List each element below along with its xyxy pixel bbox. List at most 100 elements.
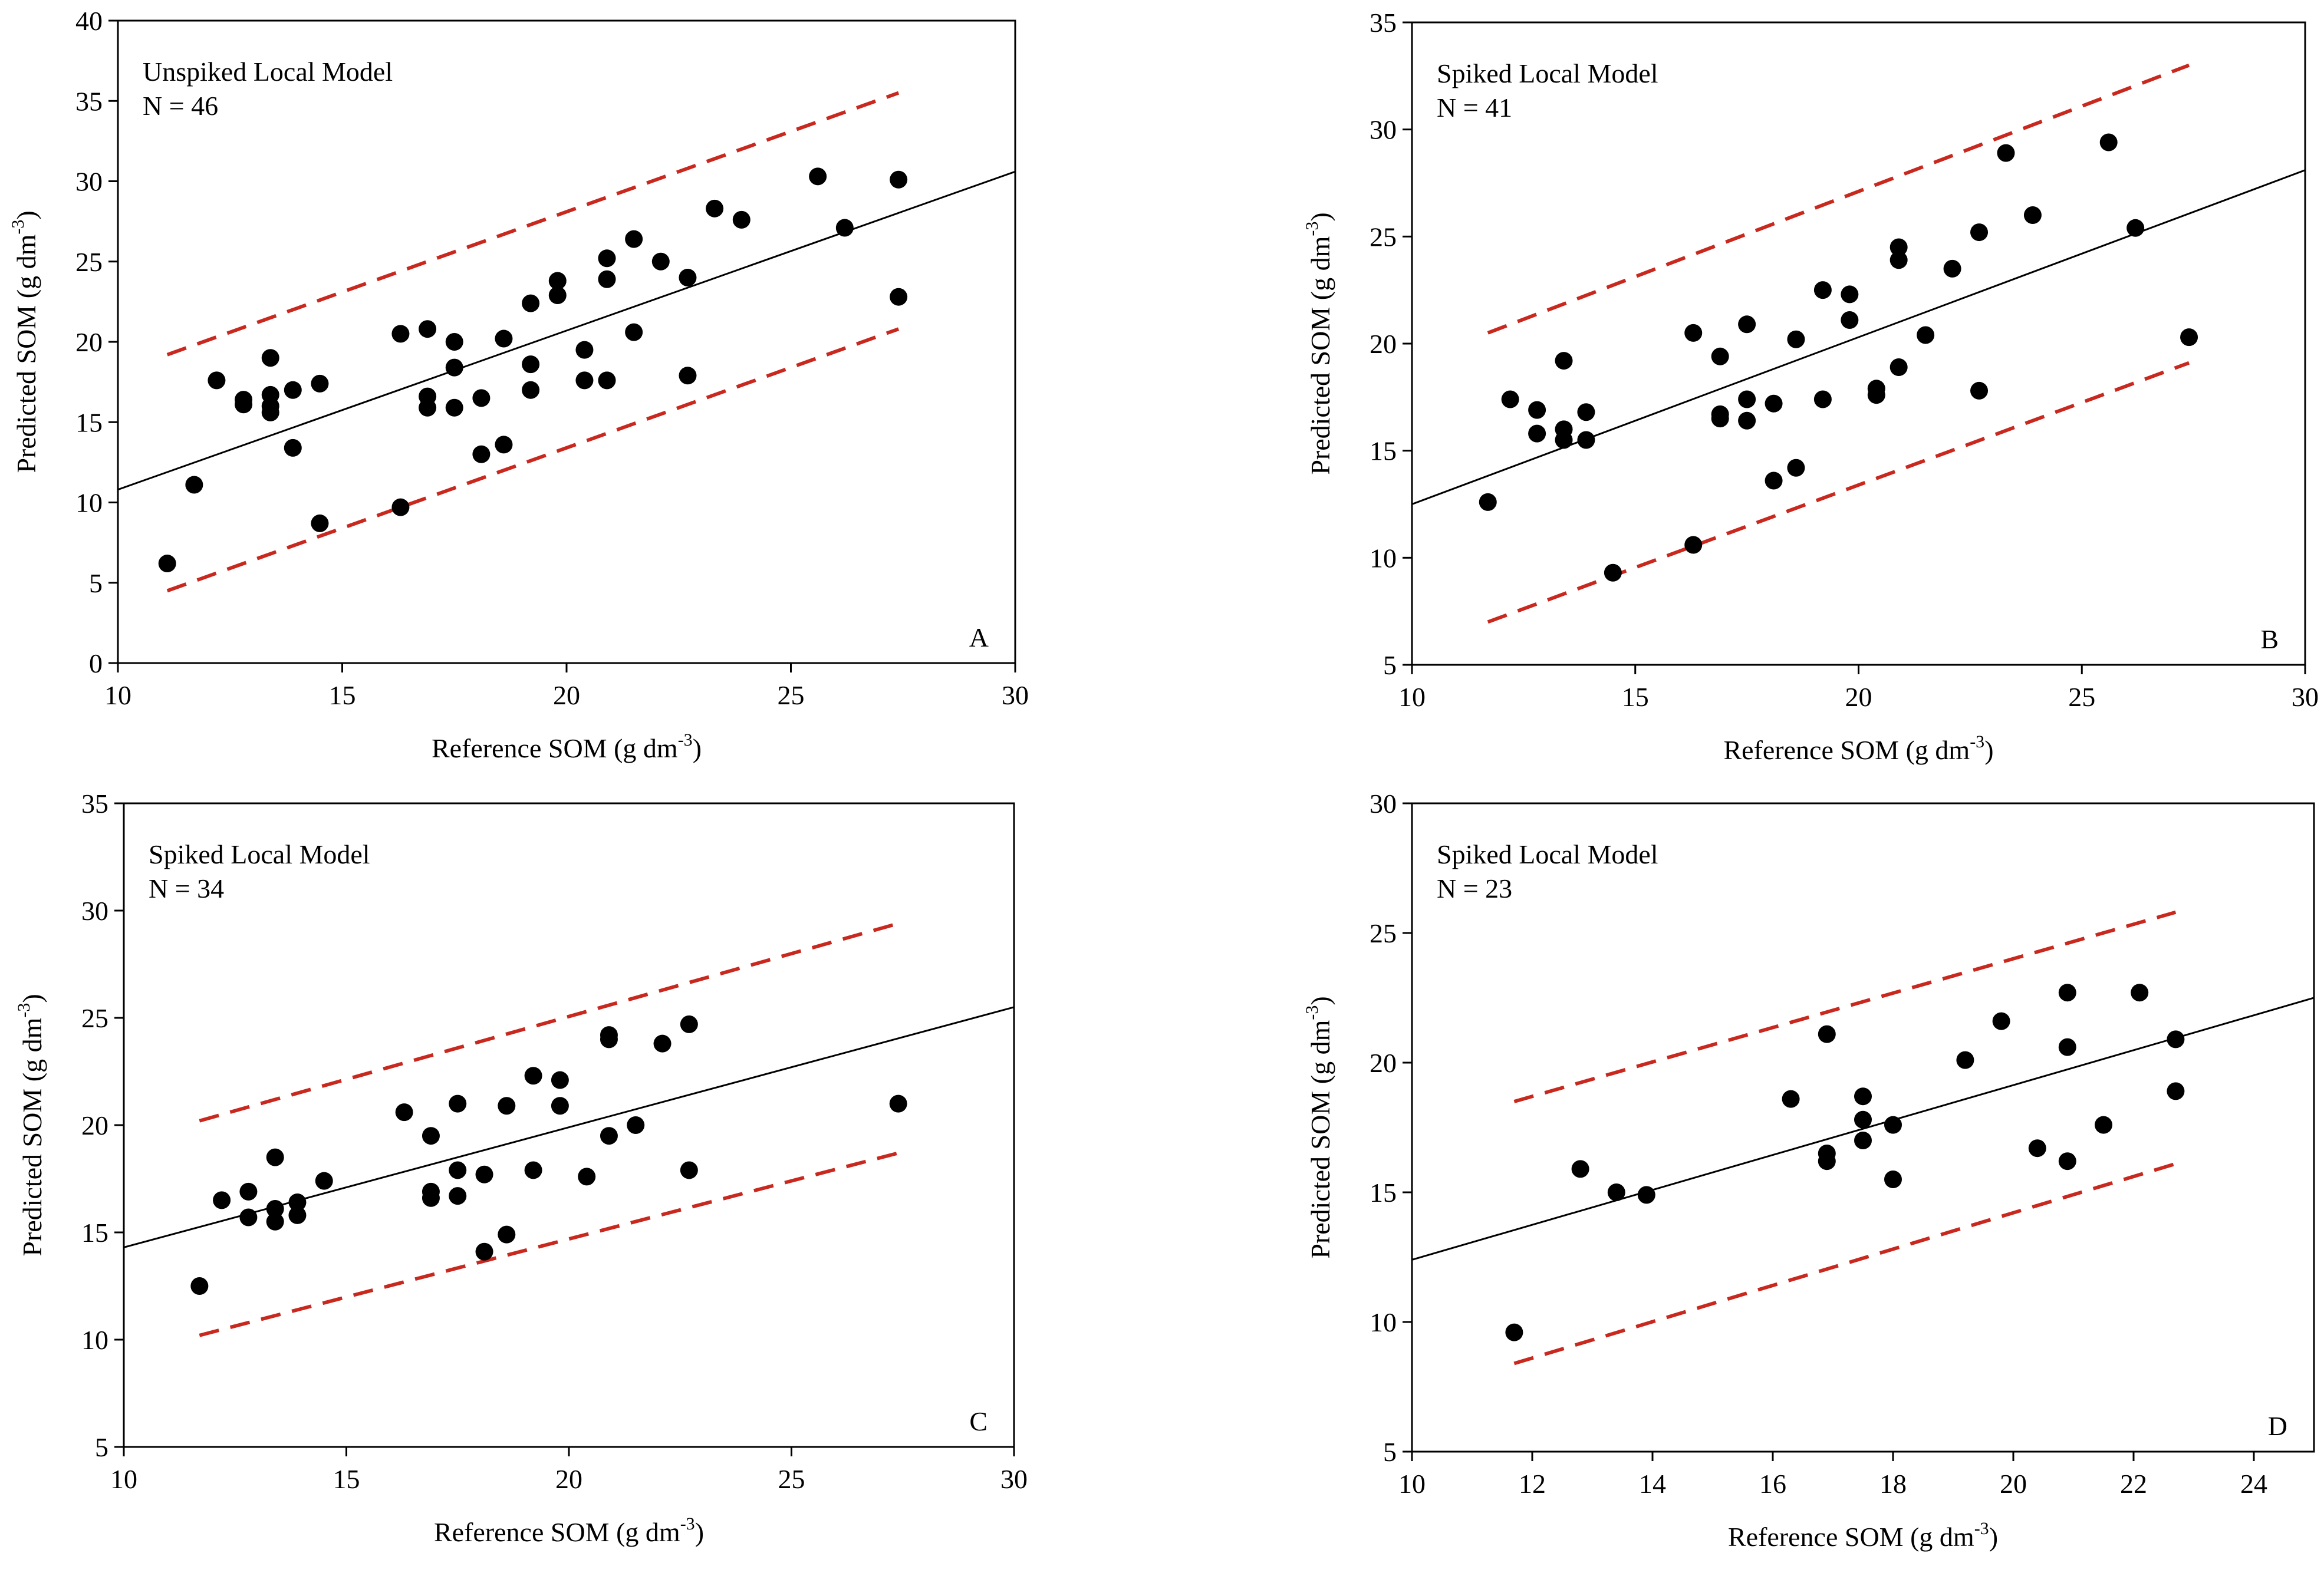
panel-a-upper-bound-line [166,91,900,357]
panel-b-y-tick-label-1: 10 [1370,543,1397,573]
panel-b-point-30 [1890,358,1908,376]
panel-a-point-36 [625,323,643,341]
panel-c-point-0 [190,1277,209,1295]
panel-c-point-17 [475,1165,493,1183]
panel-c-point-27 [600,1030,618,1049]
panel-d-point-13 [1956,1051,1974,1069]
panel-b-point-16 [1738,390,1756,408]
panel-d-y-tick-label-0: 5 [1383,1437,1397,1467]
panel-d-point-9 [1854,1110,1872,1129]
panel-a-point-9 [284,381,302,399]
panel-d-point-20 [2131,984,2149,1002]
panel-d-lower-bound-line [1513,1162,2177,1366]
panel-c-fit-line [124,1006,1014,1248]
panel-c-x-tick-label-3: 25 [778,1464,805,1494]
panel-b-y-tick-label-6: 35 [1370,8,1397,38]
panel-b-point-33 [1970,223,1989,242]
panel-d-point-10 [1854,1132,1872,1149]
panel-c-y-axis-title: Predicted SOM (g dm-3) [14,994,47,1256]
panel-b-point-14 [1711,410,1729,428]
panel-b-upper-bound-line [1487,63,2190,335]
panel-c-y-tick-label-0: 5 [95,1432,108,1462]
panel-c-point-25 [578,1168,596,1186]
panel-c-x-axis-title: Reference SOM (g dm-3) [434,1514,704,1547]
panel-b-point-39 [2180,328,2198,347]
panel-b-plot-frame [1411,21,2306,666]
panel-d-y-tick-label-1: 10 [1370,1307,1397,1337]
panel-b-point-19 [1765,472,1783,490]
panel-c-point-33 [889,1094,907,1113]
panel-a-point-19 [445,358,463,377]
panel-d-x-tick-label-0: 10 [1398,1469,1426,1499]
panel-a-point-32 [598,249,616,268]
panel-b-point-28 [1890,238,1908,256]
panel-d-x-tick-label-5: 20 [2000,1469,2027,1499]
panel-b-point-9 [1604,563,1622,582]
panel-b-point-24 [1841,285,1859,304]
panel-c-x-tick-label-1: 15 [333,1464,360,1494]
panel-a-point-37 [651,252,670,271]
panel-c-x-tick-label-0: 10 [110,1464,137,1494]
panel-a-point-35 [625,230,643,248]
panel-b-point-10 [1684,324,1703,342]
panel-b-y-tick-label-2: 15 [1370,436,1397,466]
panel-a-point-38 [679,269,697,286]
panel-a-point-33 [598,270,616,288]
panel-d-model-label: Spiked Local Model [1437,839,1658,869]
panel-a-point-25 [522,294,540,312]
panel-b-model-label: Spiked Local Model [1437,58,1658,88]
panel-b-point-35 [1997,144,2015,162]
panel-b-point-22 [1813,281,1832,299]
panel-b-x-tick-label-4: 30 [2292,682,2319,712]
panel-b-x-tick-label-1: 15 [1622,682,1649,712]
panel-a-y-tick-label-8: 40 [75,6,103,36]
panel-c-point-19 [498,1097,516,1115]
panel-c-point-5 [266,1199,284,1218]
panel-a-x-axis-title: Reference SOM (g dm-3) [432,730,702,763]
panel-a-point-10 [284,438,302,457]
panel-d-point-4 [1782,1090,1800,1108]
panel-a-x-tick-label-2: 20 [553,680,580,710]
panel-a-fit-line [118,170,1015,491]
panel-c-plot-frame [123,802,1015,1448]
panel-c-point-13 [422,1189,440,1207]
panel-b-x-tick-label-0: 10 [1398,682,1426,712]
panel-a-point-8 [261,403,279,421]
panel-c-point-7 [288,1193,307,1212]
panel-c-y-tick-label-2: 15 [81,1218,108,1248]
panel-d-point-17 [2058,1038,2076,1056]
panel-a-point-44 [890,170,908,189]
panel-a-x-tick-label-0: 10 [104,680,131,710]
panel-a-point-14 [391,498,410,516]
panel-b-y-tick-label-0: 5 [1383,650,1397,680]
panel-c-point-24 [551,1097,569,1115]
panel-d-point-11 [1884,1116,1902,1134]
panel-c-point-2 [239,1182,258,1201]
panel-b-point-6 [1555,431,1573,449]
panel-c-y-tick-label-5: 30 [81,896,108,926]
panel-b-point-15 [1738,315,1756,334]
panel-a-point-13 [391,325,410,343]
panel-d-y-tick-label-5: 30 [1370,789,1397,819]
panel-d-point-1 [1571,1160,1589,1178]
panel-d-point-16 [2058,984,2076,1002]
panel-d-x-tick-label-1: 12 [1519,1469,1546,1499]
panel-d-y-tick-label-2: 15 [1370,1178,1397,1208]
panel-b-point-11 [1684,536,1703,554]
panel-b-y-tick-label-4: 25 [1370,222,1397,252]
panel-c-point-29 [627,1116,645,1134]
panel-a-point-27 [522,381,540,399]
panel-c-point-9 [315,1172,333,1190]
panel-a-point-21 [472,389,491,407]
panel-d-fit-line [1412,997,2314,1261]
panel-a-point-42 [809,167,827,186]
panel-d-x-axis-title: Reference SOM (g dm-3) [1728,1519,1998,1552]
panel-c-point-14 [449,1094,467,1113]
panel-c-point-4 [266,1148,284,1166]
panel-d-x-tick-label-6: 22 [2120,1469,2147,1499]
panel-c-x-tick-label-4: 30 [1000,1464,1028,1494]
panel-b-point-27 [1867,386,1885,404]
